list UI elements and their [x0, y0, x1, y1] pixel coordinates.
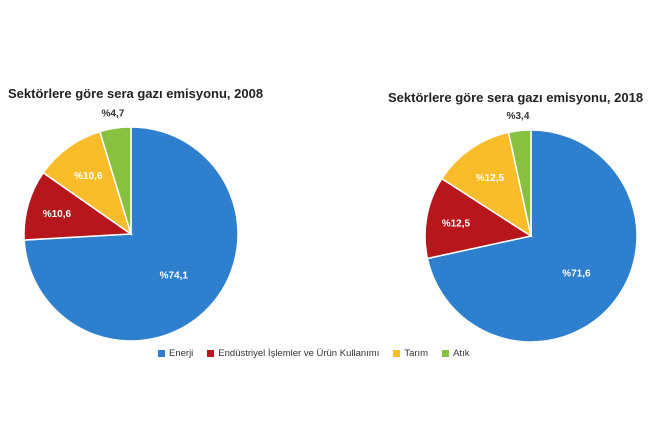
legend-item-energy: Enerji: [158, 348, 193, 359]
pie-2018-slice-waste: [507, 129, 532, 237]
legend-label-waste: Atık: [453, 348, 470, 359]
legend-swatch-energy: [158, 350, 165, 357]
pie-2008-slice-industry: [23, 171, 134, 241]
legend-swatch-industry: [207, 350, 215, 357]
pie-2008: %74,1 %10,6 %10,6 %4,7: [23, 108, 239, 342]
pie-2018: %71,6 %12,5 %12,5 %3,4: [424, 111, 638, 343]
pie-2018-data-label-agriculture: %12,5: [476, 173, 505, 184]
pie-2018-data-label-waste: %3,4: [507, 111, 530, 122]
pie-2008-data-label-agriculture: %10,6: [74, 171, 103, 182]
legend-swatch-agriculture: [393, 350, 401, 357]
pie-2018-slice-agriculture: [440, 131, 533, 238]
chart-title-2008: Sektörlere göre sera gazı emisyonu, 2008: [8, 86, 264, 101]
pie-2008-data-label-industry: %10,6: [43, 209, 72, 220]
pie-2008-data-label-energy: %74,1: [160, 270, 189, 281]
pie-2008-data-label-waste: %4,7: [101, 108, 124, 119]
legend-item-agriculture: Tarım: [393, 348, 428, 359]
legend-label-agriculture: Tarım: [404, 348, 429, 359]
legend: Enerji Endüstriyel İşlemler ve Ürün Kull…: [158, 348, 469, 359]
pie-2018-data-label-energy: %71,6: [562, 269, 591, 280]
legend-swatch-waste: [442, 350, 450, 357]
pie-2018-data-label-industry: %12,5: [442, 218, 471, 229]
chart-title-2018: Sektörlere göre sera gazı emisyonu, 2018: [388, 90, 644, 105]
legend-item-waste: Atık: [442, 348, 469, 359]
legend-label-industry: Endüstriyel İşlemler ve Ürün Kullanımı: [218, 348, 380, 359]
pie-2008-slice-agriculture: [42, 130, 133, 236]
legend-label-energy: Enerji: [169, 348, 194, 359]
pie-2008-slice-waste: [98, 126, 132, 235]
legend-item-industry: Endüstriyel İşlemler ve Ürün Kullanımı: [207, 348, 379, 359]
pie-2018-slice-industry: [424, 177, 533, 260]
